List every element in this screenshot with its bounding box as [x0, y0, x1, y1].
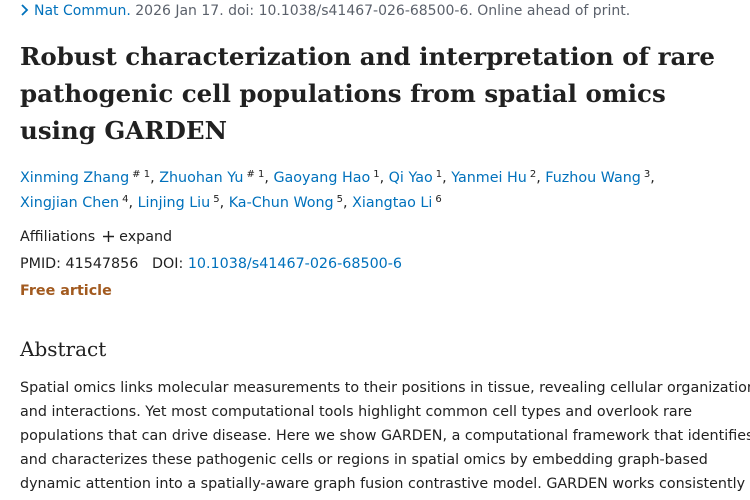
pmid: 41547856 — [65, 256, 139, 272]
abstract-line: and characterizes these pathogenic cells… — [20, 452, 708, 468]
author-separator: , — [128, 195, 134, 211]
author: Zhuohan Yu # 1, — [159, 169, 269, 187]
free-article: Free article — [20, 283, 112, 299]
author: Xingjian Chen 4, — [20, 194, 134, 212]
author-name[interactable]: Qi Yao — [388, 170, 433, 186]
author: Xiangtao Li 6 — [352, 194, 442, 212]
author-separator: , — [219, 195, 225, 211]
doi-link[interactable]: 10.1038/s41467-026-68500-6 — [187, 256, 403, 272]
affiliations-label: Affiliations — [20, 229, 96, 245]
author: Yanmei Hu 2, — [451, 169, 541, 187]
author-affiliation-mark: # 1 — [132, 169, 151, 180]
abstract-line: and interactions. Yet most computational… — [20, 404, 693, 420]
affiliations: Affiliations expand — [20, 229, 172, 245]
author-affiliation-mark: 6 — [435, 194, 442, 205]
author-name[interactable]: Zhuohan Yu — [159, 170, 244, 186]
author-separator: , — [343, 195, 348, 211]
article-title: Robust characterization and interpretati… — [20, 42, 715, 145]
author: Fuzhou Wang 3, — [545, 169, 655, 187]
author-name[interactable]: Xiangtao Li — [352, 195, 433, 211]
author-affiliation-mark: 5 — [213, 194, 220, 205]
abstract-line: populations that can drive disease. Here… — [20, 428, 750, 444]
abstract-line: dynamic attention into a spatially-aware… — [20, 476, 746, 492]
author-separator: , — [379, 170, 385, 186]
author-name[interactable]: Ka-Chun Wong — [228, 195, 334, 211]
author-separator: , — [536, 170, 541, 186]
author-separator: , — [264, 170, 269, 186]
abstract-heading: Abstract — [20, 337, 107, 361]
author-affiliation-mark: 5 — [336, 194, 343, 205]
citation: Nat Commun. 2026 Jan 17. doi: 10.1038/s4… — [20, 3, 630, 19]
author-name[interactable]: Xinming Zhang — [20, 170, 130, 186]
author-separator: , — [442, 170, 447, 186]
author-name[interactable]: Gaoyang Hao — [273, 170, 371, 186]
abstract-text: Spatial omics links molecular measuremen… — [20, 376, 750, 496]
doi-label: DOI: — [151, 256, 184, 272]
author: Qi Yao 1, — [388, 169, 447, 187]
author-name[interactable]: Fuzhou Wang — [545, 170, 641, 186]
author-name[interactable]: Xingjian Chen — [20, 195, 120, 211]
citation-details: 2026 Jan 17. doi: 10.1038/s41467-026-685… — [135, 3, 631, 19]
abstract-line: Spatial omics links molecular measuremen… — [20, 380, 750, 396]
author-list: Xinming Zhang # 1, Zhuohan Yu # 1, Gaoyang… — [20, 166, 735, 216]
author-separator: , — [150, 170, 155, 186]
plus-icon — [103, 231, 115, 242]
author-affiliation-mark: 3 — [643, 169, 651, 180]
chevron-icon — [21, 4, 29, 16]
expand-label: expand — [119, 229, 173, 245]
author: Linjing Liu 5, — [137, 194, 225, 212]
pmid-label: PMID: — [20, 256, 61, 272]
author-name[interactable]: Linjing Liu — [137, 195, 211, 211]
author: Ka-Chun Wong 5, — [228, 194, 348, 212]
author-affiliation-mark: 1 — [373, 169, 380, 180]
author: Gaoyang Hao 1, — [273, 169, 385, 187]
author-affiliation-mark: # 1 — [246, 169, 265, 180]
author-affiliation-mark: 2 — [529, 169, 537, 180]
author-separator: , — [650, 170, 655, 186]
expand-button[interactable]: expand — [103, 229, 172, 245]
author-name[interactable]: Yanmei Hu — [451, 170, 527, 186]
author-affiliation-mark: 1 — [435, 169, 443, 180]
author-affiliation-mark: 4 — [122, 194, 129, 205]
journal-link[interactable]: Nat Commun. — [34, 3, 131, 19]
identifiers: PMID: 41547856 DOI: 10.1038/s41467-026-6… — [20, 256, 402, 272]
author: Xinming Zhang # 1, — [20, 169, 155, 187]
